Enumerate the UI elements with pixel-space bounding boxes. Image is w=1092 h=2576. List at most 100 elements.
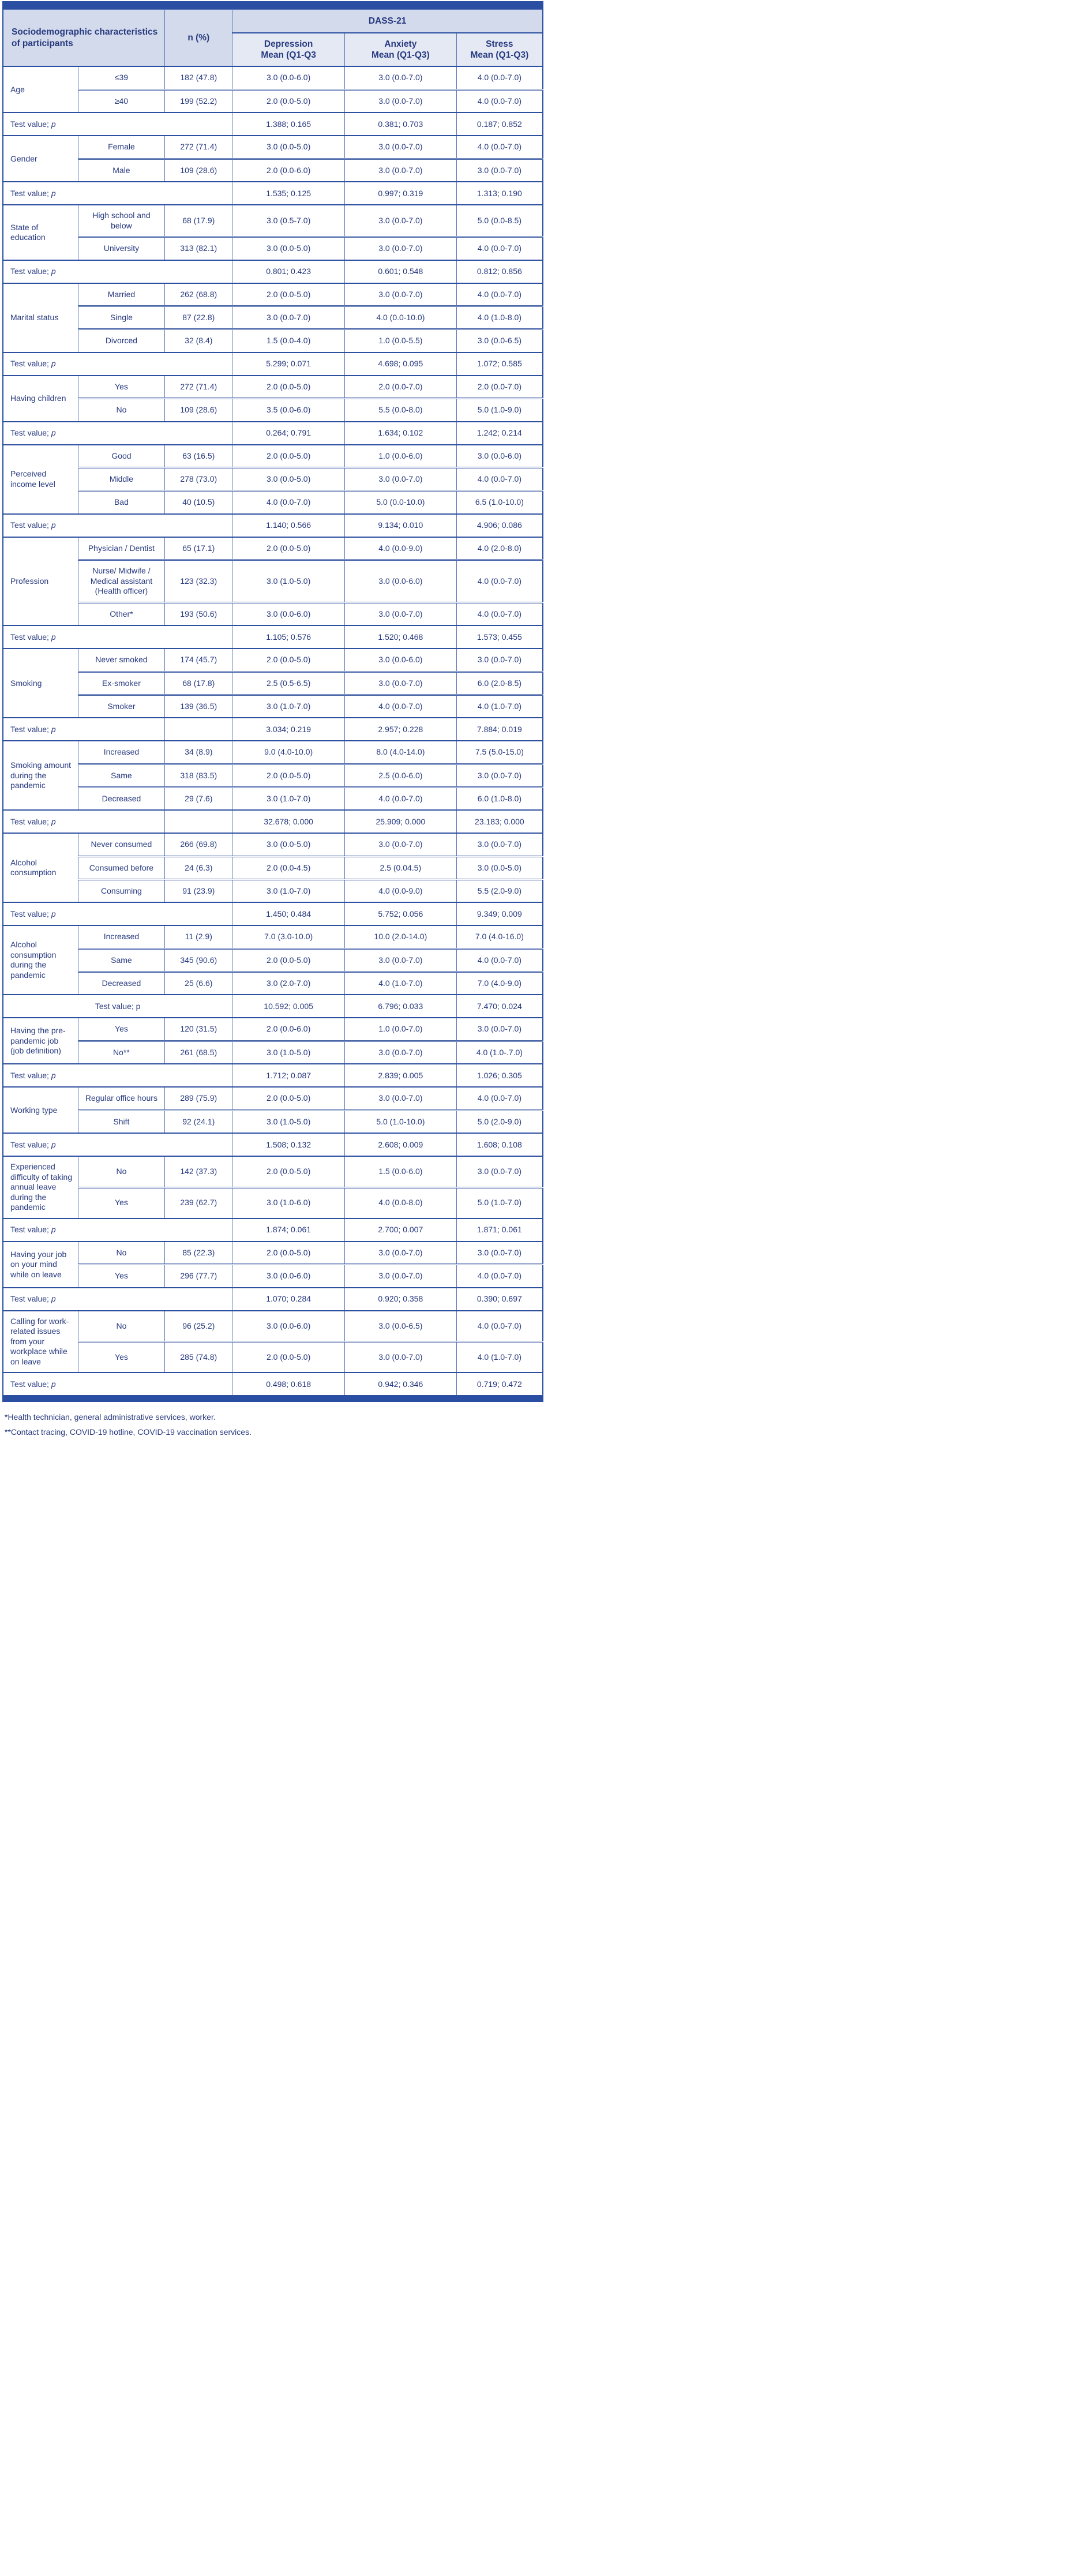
subcategory-cell: Middle [77,467,166,492]
category-cell: Having your job on your mind while on le… [2,1240,78,1288]
category-cell: Alcohol consumption [2,833,78,903]
subcategory-cell: Increased [77,740,166,764]
n-percent-cell: 266 (69.8) [164,833,233,857]
table-row: Consuming 91 (23.9) 3.0 (1.0-7.0) 4.0 (0.0-… [3,878,543,903]
anxiety-cell: 3.0 (0.0-7.0) [344,282,457,307]
header-stress-line2: Mean (Q1-Q3) [470,50,529,60]
test-value-label: Test value; p [2,112,233,136]
category-cell: State of education [2,204,78,261]
p-symbol: p [51,1294,56,1303]
table-row: Bad 40 (10.5) 4.0 (0.0-7.0) 5.0 (0.0-10.0) 6… [3,490,543,515]
page: Sociodemographic characteristics of part… [0,0,546,1469]
depression-cell: 3.0 (1.0-7.0) [232,693,345,718]
category-cell: Experienced difficulty of taking annual … [2,1156,78,1219]
table-row: University 313 (82.1) 3.0 (0.0-5.0) 3.0 (0.… [3,236,543,261]
depression-cell: 3.0 (0.0-5.0) [232,833,345,857]
stress-test-cell: 0.390; 0.697 [456,1287,543,1311]
depression-test-cell: 0.264; 0.791 [232,421,345,445]
subcategory-cell: Same [77,947,166,972]
n-percent-cell: 109 (28.6) [164,158,233,182]
footnote-no: **Contact tracing, COVID-19 hotline, COV… [5,1427,252,1437]
category-cell: Smoking amount during the pandemic [2,740,78,811]
stress-cell: 4.0 (0.0-7.0) [456,601,543,626]
anxiety-cell: 4.0 (0.0-10.0) [344,305,457,330]
table-row: Divorced 32 (8.4) 1.5 (0.0-4.0) 1.0 (0.0-5.… [3,328,543,353]
n-percent-cell: 239 (62.7) [164,1186,233,1219]
n-percent-cell: 85 (22.3) [164,1240,233,1265]
n-percent-cell: 29 (7.6) [164,786,233,811]
anxiety-cell: 3.0 (0.0-6.0) [344,559,457,603]
test-value-row: Test value; p 1.535; 0.125 0.997; 0.319 1.3… [2,181,543,205]
test-value-label: Test value; p [2,421,233,445]
anxiety-cell: 5.0 (0.0-10.0) [344,490,457,515]
stress-cell: 7.0 (4.0-16.0) [456,925,543,949]
n-percent-cell: 65 (17.1) [164,536,233,561]
subcategory-cell: Never consumed [77,833,166,857]
subcategory-cell: Good [77,444,166,468]
category-cell: Working type [2,1086,78,1134]
depression-cell: 3.0 (0.0-6.0) [232,1310,345,1342]
table-row: Experienced difficulty of taking annual … [2,1156,543,1219]
anxiety-test-cell: 0.997; 0.319 [344,181,457,205]
subcategory-cell: Decreased [77,970,166,995]
header-row-group: Sociodemographic characteristics of part… [2,9,543,68]
depression-cell: 2.0 (0.0-5.0) [232,1086,345,1111]
depression-cell: 2.0 (0.0-5.0) [232,1240,345,1265]
depression-cell: 1.5 (0.0-4.0) [232,328,345,353]
depression-test-cell: 5.299; 0.071 [232,351,345,376]
anxiety-test-cell: 6.796; 0.033 [344,994,457,1018]
header-anxiety-line2: Mean (Q1-Q3) [371,50,430,60]
anxiety-cell: 3.0 (0.0-7.0) [344,947,457,972]
empty-n-cell [164,717,233,741]
stress-test-cell: 4.906; 0.086 [456,513,543,538]
stress-cell: 4.0 (0.0-7.0) [456,135,543,159]
anxiety-cell: 3.0 (0.0-7.0) [344,66,457,90]
subcategory-cell: No [77,1310,166,1342]
subcategory-cell: No** [77,1040,166,1064]
test-value-row: Test value; p 32.678; 0.000 25.909; 0.000 2… [2,809,543,834]
n-percent-cell: 272 (71.4) [164,135,233,159]
table-row: Having your job on your mind while on le… [2,1240,543,1288]
n-percent-cell: 313 (82.1) [164,236,233,261]
depression-test-cell: 1.712; 0.087 [232,1063,345,1088]
test-value-row: Test value; p 10.592; 0.005 6.796; 0.033 7.… [2,994,543,1018]
subcategory-cell: Regular office hours [77,1086,166,1111]
category-cell: Perceived income level [2,444,78,515]
anxiety-cell: 4.0 (0.0-9.0) [344,536,457,561]
table-row: Alcohol consumption during the pandemic I… [2,925,543,995]
p-symbol: p [51,1070,56,1080]
depression-cell: 2.0 (0.0-5.0) [232,536,345,561]
depression-cell: 3.0 (0.0-6.0) [232,66,345,90]
stress-cell: 4.0 (0.0-7.0) [456,66,543,90]
depression-cell: 2.0 (0.0-5.0) [232,1341,345,1373]
stress-cell: 4.0 (1.0-7.0) [456,1341,543,1373]
test-value-row: Test value; p 1.105; 0.576 1.520; 0.468 1.5… [2,625,543,649]
stress-cell: 3.0 (0.0-7.0) [456,833,543,857]
p-symbol: p [51,816,56,826]
table-row: Single 87 (22.8) 3.0 (0.0-7.0) 4.0 (0.0-10.… [3,305,543,330]
test-value-label: Test value; p [2,513,233,538]
category-cell: Alcohol consumption during the pandemic [2,925,78,995]
stress-cell: 4.0 (1.0-7.0) [456,693,543,718]
table-row: Same 345 (90.6) 2.0 (0.0-5.0) 3.0 (0.0-7.0)… [3,947,543,972]
stress-cell: 3.0 (0.0-5.0) [456,855,543,880]
subcategory-cell: Single [77,305,166,330]
depression-cell: 3.0 (1.0-7.0) [232,878,345,903]
table-row: Yes 296 (77.7) 3.0 (0.0-6.0) 3.0 (0.0-7.0) 4… [3,1263,543,1288]
test-value-label: Test value; p [2,717,166,741]
anxiety-cell: 2.5 (0.0-6.0) [344,763,457,788]
stress-test-cell: 0.812; 0.856 [456,259,543,284]
test-value-row: Test value; p 1.712; 0.087 2.839; 0.005 1.0… [2,1063,543,1088]
test-value-label: Test value; p [2,181,233,205]
stress-cell: 3.0 (0.0-6.5) [456,328,543,353]
n-percent-cell: 91 (23.9) [164,878,233,903]
footnote-other: *Health technician, general administrati… [5,1412,216,1422]
stress-test-cell: 1.573; 0.455 [456,625,543,649]
category-cell: Profession [2,536,78,626]
stress-test-cell: 23.183; 0.000 [456,809,543,834]
stress-test-cell: 1.242; 0.214 [456,421,543,445]
header-stress: Stress Mean (Q1-Q3) [456,32,543,68]
stress-cell: 6.0 (1.0-8.0) [456,786,543,811]
n-percent-cell: 174 (45.7) [164,648,233,672]
subcategory-cell: Smoker [77,693,166,718]
